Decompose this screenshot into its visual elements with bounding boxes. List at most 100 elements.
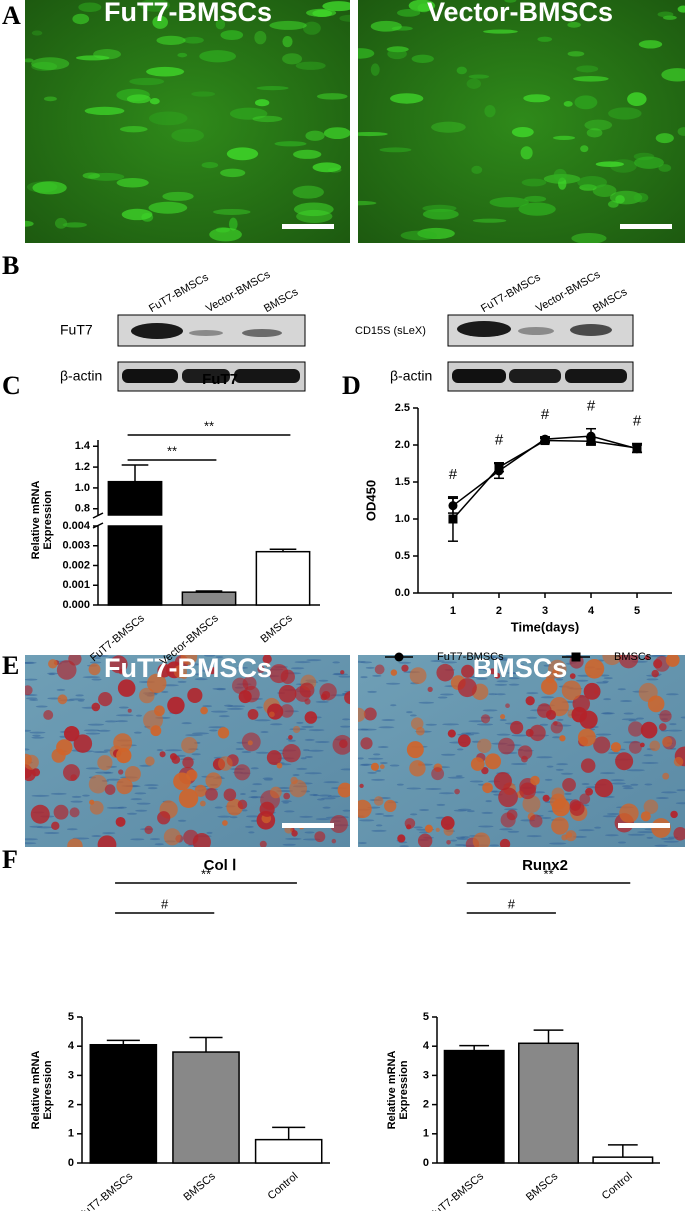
y-tick-label: 1 [423,1128,429,1140]
nodule [498,787,518,808]
cell [274,141,307,147]
fiber [318,679,329,682]
y-tick-label: 4 [68,1040,75,1052]
cell [339,14,350,22]
panel-label: A [2,1,21,30]
cell [282,53,303,65]
fiber [222,666,233,669]
fiber [442,723,460,726]
cell [162,191,194,201]
fiber [526,716,538,719]
cell [607,200,619,208]
fiber [250,790,258,793]
cell [228,217,238,231]
fiber [418,701,435,704]
fiber [617,841,627,844]
fiber [306,659,322,662]
y-tick-label: 1.0 [395,513,410,525]
bar [89,1043,158,1164]
nodule [436,663,454,682]
fiber [619,700,633,703]
fiber [621,718,638,721]
fiber [485,800,492,803]
nodule [299,682,315,698]
cell [511,126,534,138]
nodule [88,774,108,794]
x-tick-label: 4 [588,605,595,617]
nodule [222,820,228,826]
fiber [617,688,626,691]
fiber [396,783,404,786]
fiber [556,718,564,721]
cell [595,161,624,167]
cell [523,94,551,103]
nodule [157,811,171,825]
cell [302,21,321,35]
fiber [441,661,458,664]
fiber [165,749,183,752]
nodule [205,787,218,801]
nodule [359,783,364,789]
nodule [89,800,104,815]
fiber [106,806,125,809]
series-line [452,435,638,507]
cell [518,202,556,216]
nodule [548,659,567,679]
fiber [627,833,646,836]
nodule [276,762,283,769]
cell [358,48,375,59]
nodule [167,696,185,715]
nodule [25,754,39,770]
fiber [410,813,418,816]
fiber [663,840,679,843]
nodule [63,725,80,742]
nodule [116,747,132,764]
cell [116,178,149,188]
nodule [344,690,350,705]
nodule [181,736,198,754]
nodule [270,786,282,799]
marker [632,443,642,453]
fiber [315,740,330,743]
fiber [447,776,465,779]
cell [615,195,625,204]
y-tick-label: 4 [423,1040,430,1052]
cell [72,13,90,25]
nodule [665,655,680,667]
fiber [602,815,617,818]
cell [126,94,151,104]
fiber [655,797,669,800]
nodule [218,756,233,771]
marker [494,462,504,472]
y-tick-label: 2.5 [395,402,410,414]
cell [78,2,102,13]
significance-label: # [495,432,504,449]
cell [577,176,608,189]
fiber [425,723,438,726]
nodule [379,764,385,770]
fiber [621,785,633,788]
fiber [374,813,385,816]
fiber [359,819,375,822]
cell [456,66,467,75]
fiber [91,678,102,681]
fiber [252,783,263,786]
x-tick-label: Control [600,1170,635,1202]
fiber [546,765,554,768]
nodule [31,768,41,777]
cell [520,146,533,160]
cell [43,96,57,102]
fiber [476,723,494,726]
cell [586,128,603,138]
fiber [241,751,252,754]
fiber [25,661,37,664]
cell [567,21,581,28]
fiber [469,780,484,783]
fiber [262,777,274,780]
y-tick-label: 0 [68,1157,74,1169]
nodule [234,764,251,781]
marker [586,436,596,446]
fiber [581,783,590,786]
stain [358,655,685,847]
